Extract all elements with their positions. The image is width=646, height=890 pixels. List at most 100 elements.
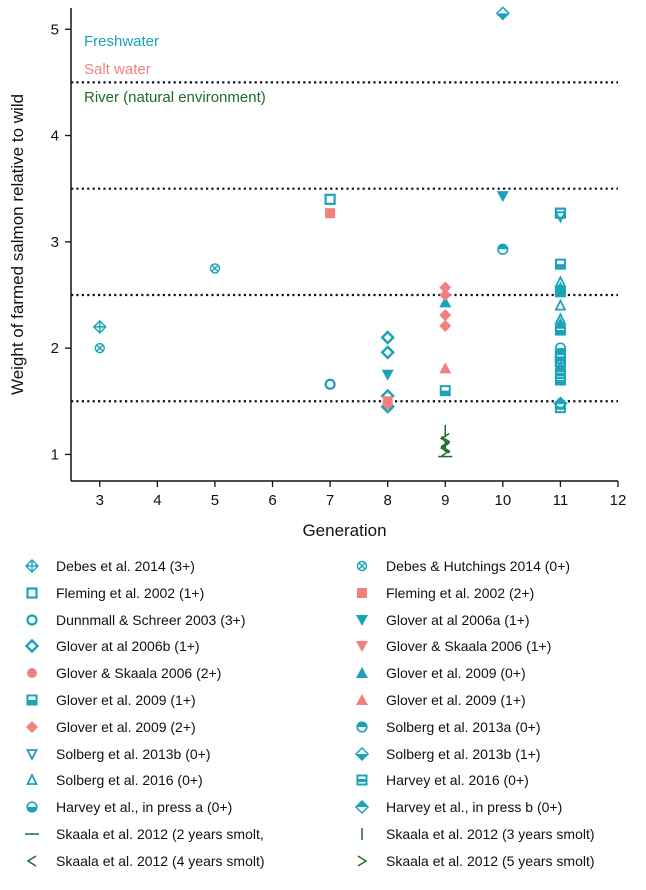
data-point: [381, 369, 394, 381]
legend-label: Glover & Skaala 2006 (1+): [386, 638, 552, 655]
legend-label: Debes & Hutchings 2014 (0+): [386, 558, 571, 574]
legend-marker: [356, 614, 368, 626]
legend-item: Skaala et al. 2012 (2 years smolt,: [22, 824, 264, 844]
legend-item: Solberg et al. 2013b (0+): [22, 744, 211, 764]
legend-item: Glover et al. 2009 (1+): [22, 690, 196, 710]
data-point: [554, 353, 566, 365]
data-point: [92, 319, 107, 334]
data-point: [439, 442, 450, 454]
legend-marker: [26, 748, 38, 761]
legend-label: Skaala et al. 2012 (5 years smolt): [386, 852, 595, 869]
legend-label: Harvey et al. 2016 (0+): [386, 772, 529, 789]
legend-label: Dunnmall & Schreer 2003 (3+): [56, 611, 246, 628]
legend-label: Solberg et al. 2013b (1+): [386, 745, 541, 762]
data-point: [325, 208, 336, 219]
data-point: [439, 385, 451, 397]
data-point: [440, 436, 451, 448]
legend-marker: [25, 833, 39, 835]
legend-label: Solberg et al. 2013b (0+): [56, 745, 211, 762]
legend-item: Debes et al. 2014 (3+): [22, 556, 195, 576]
legend-marker: [354, 800, 370, 815]
data-point: [495, 6, 510, 21]
legend-label: Solberg et al. 2013a (0+): [386, 718, 541, 735]
legend-label: Harvey et al., in press b (0+): [386, 799, 563, 816]
y-tick-label: 5: [51, 21, 59, 38]
data-point: [553, 396, 568, 411]
y-tick-label: 1: [51, 446, 59, 463]
legend-item: Glover at al 2006b (1+): [22, 636, 200, 656]
x-tick-label: 7: [326, 492, 334, 509]
data-point: [554, 374, 566, 386]
y-tick-label: 4: [51, 128, 59, 145]
x-axis-title: Generation: [302, 521, 386, 540]
legend-label: Solberg et al. 2016 (0+): [56, 772, 203, 789]
environment-label: Salt water: [84, 61, 151, 78]
legend-label: Glover et al. 2009 (1+): [386, 692, 526, 708]
legend-label: Skaala et al. 2012 (4 years smolt): [56, 852, 265, 869]
legend-marker: [26, 720, 38, 733]
data-point: [439, 362, 452, 374]
legend-item: Harvey et al. 2016 (0+): [352, 770, 529, 790]
legend-item: Fleming et al. 2002 (1+): [22, 583, 204, 603]
legend-item: Harvey et al., in press b (0+): [352, 797, 562, 817]
legend-marker: [26, 694, 38, 706]
legend-label: Debes et al. 2014 (3+): [56, 558, 195, 574]
data-point: [439, 309, 452, 322]
legend-item: Debes & Hutchings 2014 (0+): [352, 556, 570, 576]
data-point: [380, 330, 395, 345]
legend-label: Skaala et al. 2012 (2 years smolt,: [56, 826, 264, 842]
legend-item: Solberg et al. 2013b (1+): [352, 744, 541, 764]
legend-label: Glover at al 2006a (1+): [386, 611, 530, 628]
legend-marker: [26, 801, 38, 813]
legend-marker: [354, 746, 370, 761]
legend-marker: [361, 828, 363, 840]
data-point: [496, 191, 509, 203]
legend-marker: [356, 694, 368, 705]
data-point: [439, 432, 450, 445]
data-point: [380, 345, 395, 360]
data-point: [209, 263, 221, 274]
data-point: [324, 378, 336, 390]
legend-label: Fleming et al. 2002 (1+): [56, 584, 205, 601]
legend-item: Glover et al. 2009 (2+): [22, 717, 196, 737]
data-point: [382, 398, 393, 409]
legend-marker: [356, 721, 368, 733]
legend-marker: [26, 587, 38, 599]
legend-item: Glover & Skaala 2006 (2+): [22, 663, 221, 683]
legend-label: Glover at al 2006b (1+): [56, 638, 200, 655]
x-tick-label: 12: [610, 492, 627, 509]
y-tick-label: 2: [51, 340, 59, 357]
legend-label: Glover & Skaala 2006 (2+): [56, 665, 222, 682]
x-tick-label: 5: [211, 492, 219, 509]
legend-item: Skaala et al. 2012 (5 years smolt): [352, 851, 595, 871]
data-points: [92, 6, 568, 458]
y-tick-label: 3: [51, 234, 59, 251]
legend-item: Dunnmall & Schreer 2003 (3+): [22, 610, 246, 630]
data-point: [554, 211, 567, 224]
legend-label: Skaala et al. 2012 (3 years smolt): [386, 826, 595, 842]
x-tick-label: 4: [153, 492, 161, 509]
legend-label: Glover et al. 2009 (0+): [386, 665, 526, 682]
legend-item: Solberg et al. 2013a (0+): [352, 717, 541, 737]
legend-marker: [356, 641, 368, 653]
data-point: [554, 312, 567, 325]
x-tick-label: 10: [494, 492, 511, 509]
legend-marker: [27, 668, 37, 679]
data-point: [554, 359, 567, 371]
legend-marker: [26, 613, 38, 626]
data-point: [439, 319, 452, 332]
legend-marker: [356, 560, 368, 572]
legend-item: Glover & Skaala 2006 (1+): [352, 636, 551, 656]
legend-marker: [25, 559, 39, 573]
legend-item: Skaala et al. 2012 (3 years smolt): [352, 824, 595, 844]
data-point: [439, 281, 452, 294]
data-point: [324, 193, 336, 205]
data-point: [439, 296, 452, 308]
legend-item: Glover at al 2006a (1+): [352, 610, 530, 630]
data-point: [554, 342, 567, 354]
legend-marker: [24, 639, 40, 654]
data-point: [439, 288, 452, 301]
data-point: [554, 402, 566, 414]
data-point: [497, 243, 509, 255]
